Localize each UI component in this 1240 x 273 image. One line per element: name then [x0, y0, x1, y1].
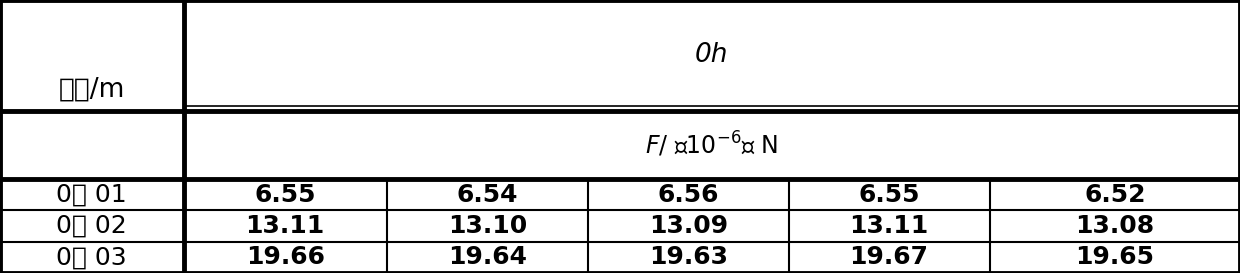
Text: 19.64: 19.64: [448, 245, 527, 269]
Text: 13.09: 13.09: [649, 214, 728, 238]
Text: 19.67: 19.67: [849, 245, 929, 269]
Text: 0． 01: 0． 01: [57, 183, 126, 206]
Text: $\mathit{F}$/ （10$^{-6}$） N: $\mathit{F}$/ （10$^{-6}$） N: [645, 130, 779, 159]
Text: 深度/m: 深度/m: [58, 76, 125, 102]
Text: 13.11: 13.11: [246, 214, 325, 238]
Text: 13.10: 13.10: [448, 214, 527, 238]
Text: 6.55: 6.55: [254, 183, 316, 206]
Text: 6.54: 6.54: [456, 183, 518, 206]
Text: 6.56: 6.56: [657, 183, 719, 206]
Text: 13.08: 13.08: [1075, 214, 1154, 238]
Text: 19.65: 19.65: [1075, 245, 1154, 269]
Text: 0h: 0h: [694, 42, 729, 68]
Text: 0． 02: 0． 02: [56, 214, 128, 238]
Text: 19.63: 19.63: [649, 245, 728, 269]
Text: 0． 03: 0． 03: [57, 245, 126, 269]
Text: 19.66: 19.66: [246, 245, 325, 269]
Text: 6.52: 6.52: [1084, 183, 1146, 206]
Text: 13.11: 13.11: [849, 214, 929, 238]
Text: 6.55: 6.55: [858, 183, 920, 206]
